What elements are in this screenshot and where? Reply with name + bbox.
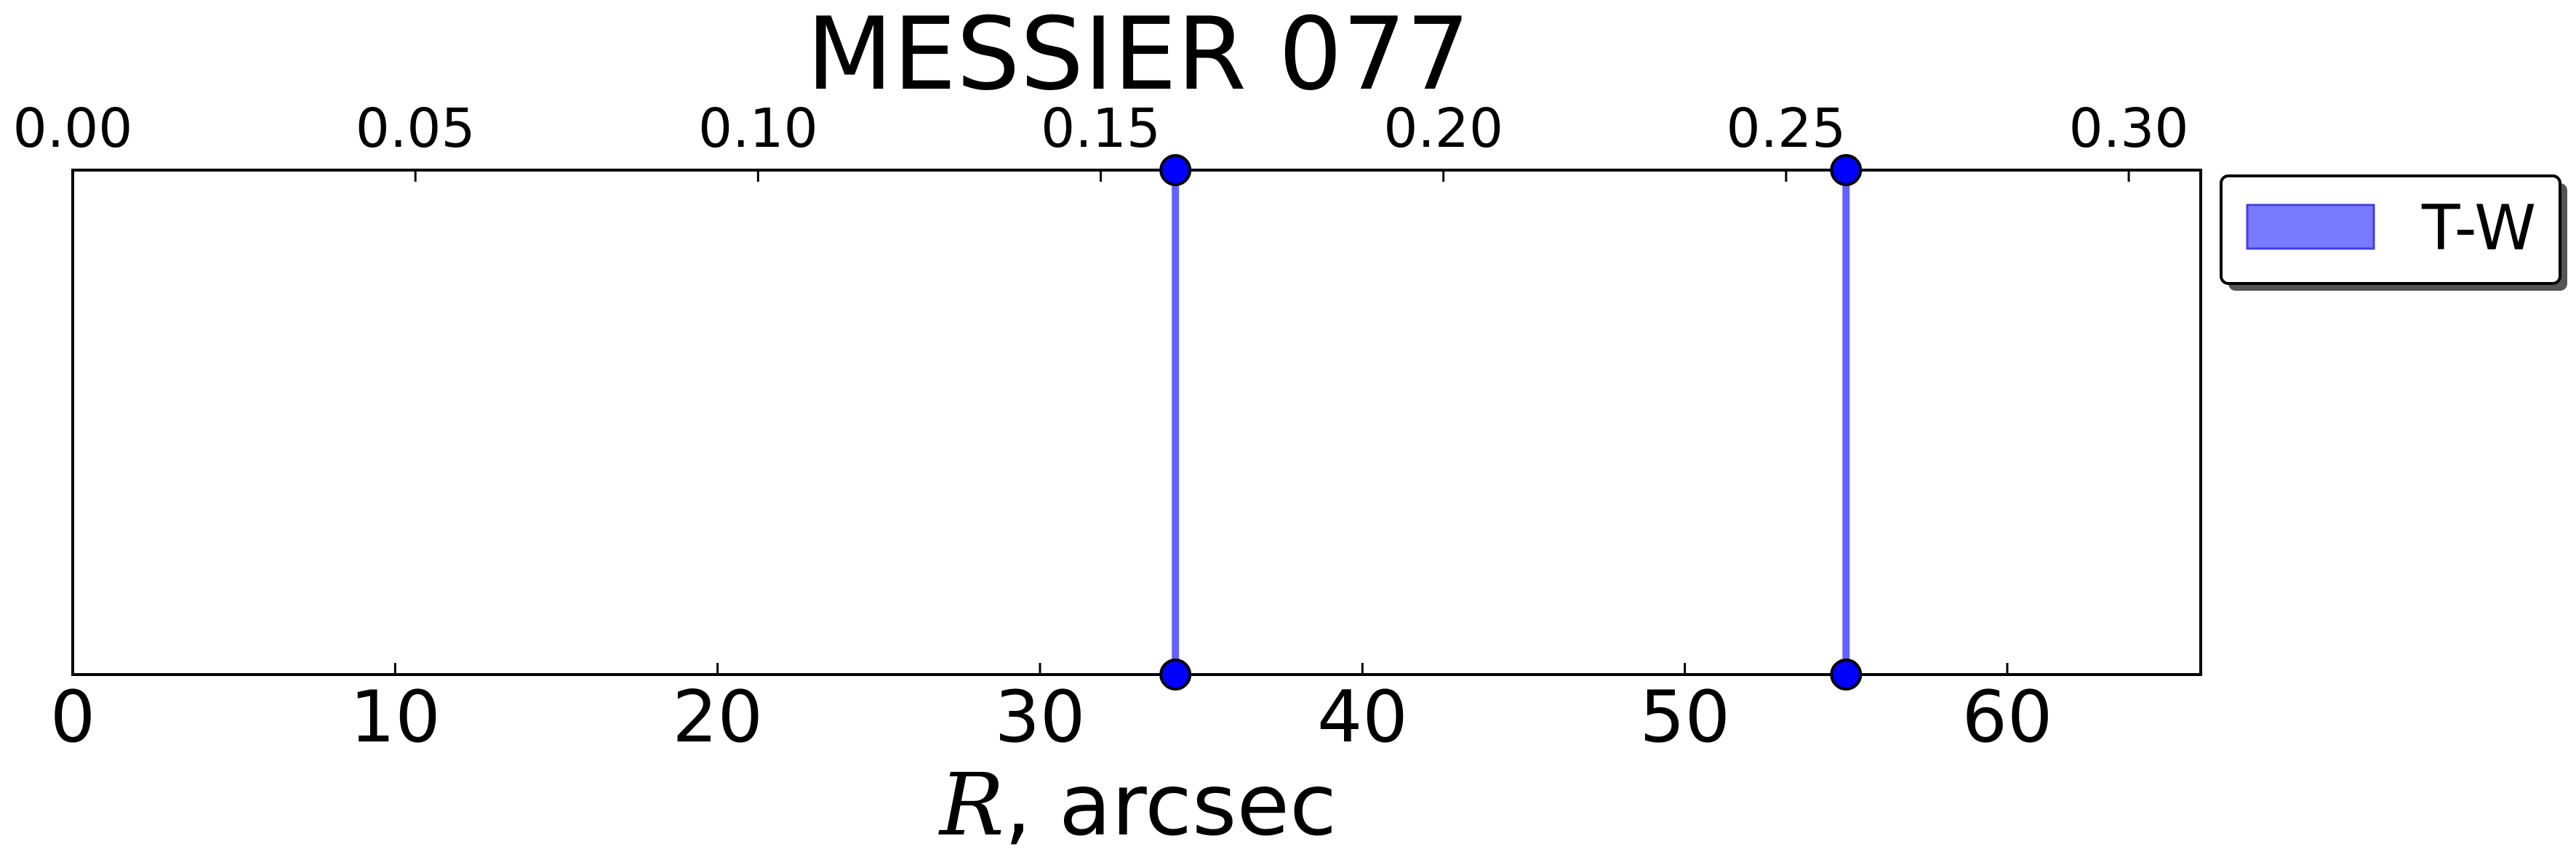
x-tick-bottom-label: 60	[1962, 676, 2053, 759]
plot-frame	[71, 169, 2202, 676]
series-layer	[1159, 154, 1863, 691]
series-marker	[1830, 154, 1863, 186]
x-tick-bottom-label: 20	[672, 676, 763, 759]
x-axis-bottom: 0 10 20 30 40 50 60	[50, 663, 2053, 759]
x-tick-bottom-label: 50	[1639, 676, 1730, 759]
x-tick-top-label: 0.10	[698, 97, 818, 160]
x-tick-bottom-label: 40	[1317, 676, 1408, 759]
x-tick-top-label: 0.20	[1383, 97, 1503, 160]
chart-title: MESSIER 077	[807, 0, 1471, 113]
x-tick-top-label: 0.30	[2069, 97, 2189, 160]
legend: T-W	[2220, 174, 2567, 291]
x-tick-bottom-label: 10	[350, 676, 441, 759]
legend-box	[2220, 174, 2561, 285]
x-tick-top-label: 0.25	[1726, 97, 1846, 160]
x-axis-top: 0.00 0.05 0.10 0.15 0.20 0.25 0.30	[13, 97, 2189, 182]
x-tick-bottom-label: 0	[50, 676, 95, 759]
x-tick-top-label: 0.05	[356, 97, 476, 160]
x-axis-label-unit: , arcsec	[1004, 755, 1337, 855]
x-tick-top-label: 0.00	[13, 97, 133, 160]
x-tick-bottom-label: 30	[995, 676, 1086, 759]
series-marker	[1159, 659, 1192, 691]
series-marker	[1830, 659, 1863, 691]
x-tick-top-label: 0.15	[1041, 97, 1161, 160]
x-axis-label: R, arcsec	[938, 755, 1337, 855]
legend-label: T-W	[2421, 192, 2536, 265]
legend-swatch	[2246, 204, 2375, 250]
x-axis-label-variable: R	[938, 755, 1004, 855]
series-marker	[1159, 154, 1192, 186]
